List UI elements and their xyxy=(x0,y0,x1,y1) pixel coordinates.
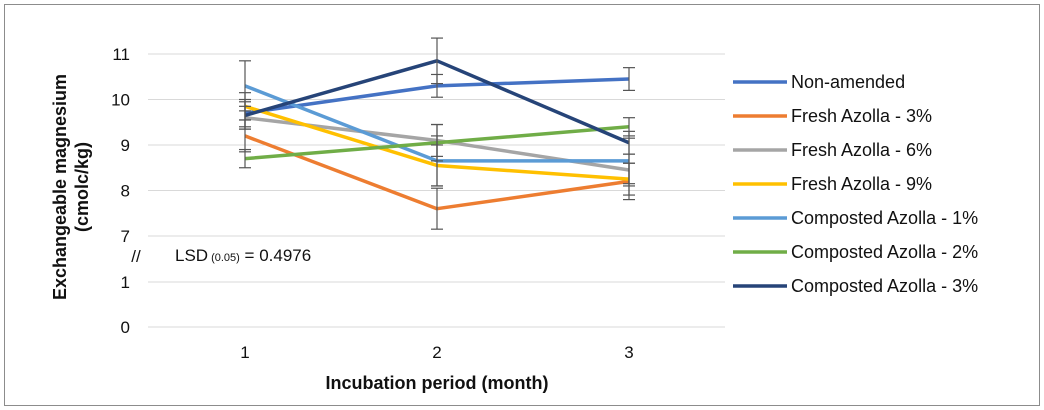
x-axis-title: Incubation period (month) xyxy=(326,373,549,393)
x-tick-label: 3 xyxy=(624,343,633,362)
y-tick-label: 11 xyxy=(112,45,130,64)
legend-label: Fresh Azolla - 6% xyxy=(791,140,932,160)
y-axis-title: Exchangeable magnesium (cmolc/kg) xyxy=(50,74,92,300)
legend-label: Composted Azolla - 1% xyxy=(791,208,978,228)
y-tick-label: 0 xyxy=(121,318,130,337)
y-axis-title-line1: Exchangeable magnesium xyxy=(50,74,70,300)
x-tick-label: 2 xyxy=(432,343,441,362)
legend-label: Fresh Azolla - 3% xyxy=(791,106,932,126)
y-tick-label: 1 xyxy=(121,273,130,292)
y-tick-label: 8 xyxy=(121,182,130,201)
chart-border xyxy=(4,4,1040,406)
legend: Non-amended Fresh Azolla - 3% Fresh Azolla… xyxy=(733,72,978,296)
y-axis-title-line2: (cmolc/kg) xyxy=(72,142,92,232)
y-tick-label: 7 xyxy=(121,227,130,246)
y-tick-label: 10 xyxy=(111,91,130,110)
legend-label: Composted Azolla - 3% xyxy=(791,276,978,296)
lsd-label: LSD xyxy=(175,246,208,265)
x-tick-label: 1 xyxy=(240,343,249,362)
x-axis-ticks: 1 2 3 xyxy=(240,343,633,362)
legend-label: Composted Azolla - 2% xyxy=(791,242,978,262)
axis-break-mark: // xyxy=(131,247,141,266)
lsd-annotation: LSD (0.05) = 0.4976 xyxy=(175,246,311,265)
legend-label: Non-amended xyxy=(791,72,905,92)
y-tick-label: 9 xyxy=(121,136,130,155)
y-axis-ticks: 0 1 7 8 9 10 11 xyxy=(111,45,130,337)
legend-label: Fresh Azolla - 9% xyxy=(791,174,932,194)
lsd-subscript: (0.05) xyxy=(211,252,240,264)
error-bars xyxy=(239,37,635,230)
lsd-value: = 0.4976 xyxy=(240,246,311,265)
